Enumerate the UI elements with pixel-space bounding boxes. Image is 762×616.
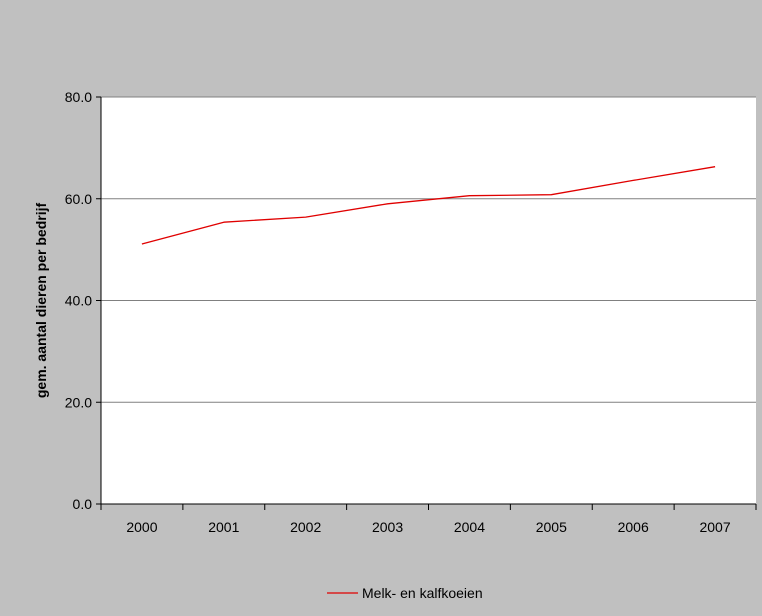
- y-axis-title: gem. aantal dieren per bedrijf: [33, 203, 49, 399]
- y-tick-label: 20.0: [65, 394, 92, 410]
- series-line: [141, 166, 716, 245]
- x-tick-label: 2006: [618, 519, 649, 535]
- y-tick-label: 60.0: [65, 191, 92, 207]
- gridlines: [101, 96, 756, 403]
- y-tick-label: 0.0: [73, 496, 93, 512]
- x-tick-label: 2005: [536, 519, 567, 535]
- x-tick-label: 2007: [699, 519, 730, 535]
- x-tick-label: 2004: [454, 519, 485, 535]
- x-tick-label: 2001: [208, 519, 239, 535]
- x-axis-ticks: 2000 2001 2002 2003 2004 2005 2006 2007: [100, 504, 757, 535]
- x-tick-label: 2003: [372, 519, 403, 535]
- y-tick-label: 80.0: [65, 89, 92, 105]
- x-tick-label: 2002: [290, 519, 321, 535]
- x-tick-label: 2000: [126, 519, 157, 535]
- series-layer: [141, 166, 716, 245]
- legend: Melk- en kalfkoeien: [327, 585, 483, 601]
- y-axis-ticks: 0.0 20.0 40.0 60.0 80.0: [65, 89, 101, 512]
- legend-label: Melk- en kalfkoeien: [362, 585, 483, 601]
- y-tick-label: 40.0: [65, 293, 92, 309]
